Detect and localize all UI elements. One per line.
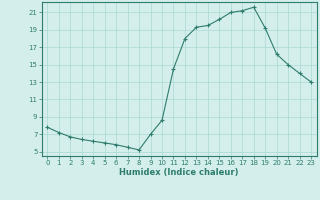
X-axis label: Humidex (Indice chaleur): Humidex (Indice chaleur) <box>119 168 239 177</box>
